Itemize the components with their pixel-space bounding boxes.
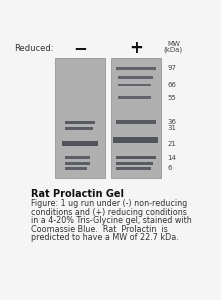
Text: (kDa): (kDa) bbox=[164, 47, 183, 53]
Bar bbox=[118, 96, 151, 99]
Bar bbox=[65, 127, 93, 130]
Text: −: − bbox=[73, 39, 87, 57]
Bar bbox=[65, 121, 95, 124]
Text: in a 4-20% Tris-Glycine gel, stained with: in a 4-20% Tris-Glycine gel, stained wit… bbox=[31, 216, 191, 225]
Text: 66: 66 bbox=[167, 82, 176, 88]
Text: MW: MW bbox=[167, 41, 180, 47]
Bar bbox=[65, 162, 90, 165]
Bar bbox=[116, 161, 153, 165]
Bar bbox=[113, 137, 158, 142]
Bar bbox=[116, 167, 151, 170]
Text: conditions and (+) reducing conditions: conditions and (+) reducing conditions bbox=[31, 208, 187, 217]
Text: predicted to have a MW of 22.7 kDa.: predicted to have a MW of 22.7 kDa. bbox=[31, 233, 179, 242]
Text: 31: 31 bbox=[167, 125, 176, 131]
Text: Rat Prolactin Gel: Rat Prolactin Gel bbox=[31, 189, 124, 199]
Bar bbox=[110, 58, 161, 178]
Bar bbox=[55, 58, 105, 178]
Text: 21: 21 bbox=[167, 141, 176, 147]
Text: 6: 6 bbox=[167, 165, 172, 171]
Bar bbox=[116, 67, 156, 70]
Text: Figure: 1 ug run under (-) non-reducing: Figure: 1 ug run under (-) non-reducing bbox=[31, 199, 187, 208]
Bar bbox=[118, 76, 153, 79]
Bar bbox=[116, 120, 156, 124]
Text: +: + bbox=[129, 39, 143, 57]
Bar bbox=[118, 84, 151, 86]
Text: Reduced:: Reduced: bbox=[14, 44, 53, 53]
Bar bbox=[65, 167, 88, 170]
Text: 97: 97 bbox=[167, 65, 176, 71]
Text: 36: 36 bbox=[167, 119, 176, 125]
Text: Coomassie Blue.  Rat  Prolactin  is: Coomassie Blue. Rat Prolactin is bbox=[31, 225, 168, 234]
Bar bbox=[116, 156, 156, 159]
Bar bbox=[65, 156, 90, 159]
Text: 14: 14 bbox=[167, 155, 176, 161]
Bar bbox=[62, 141, 97, 146]
Text: 55: 55 bbox=[167, 94, 176, 100]
